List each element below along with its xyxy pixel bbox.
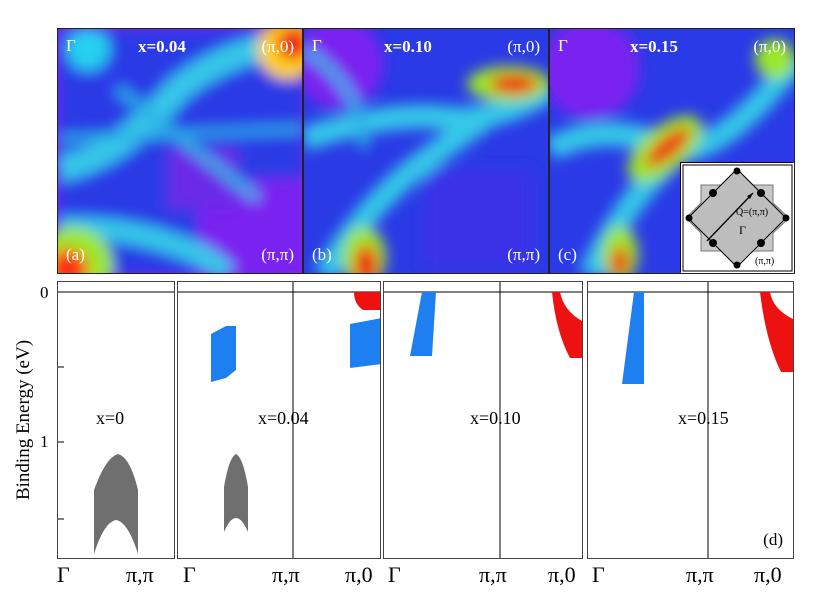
map-panel-b: Γ x=0.10 (π,0) (b) (π,π) [303, 28, 549, 274]
corner-pi0-label: (π,0) [753, 37, 786, 56]
blue-band-4 [622, 292, 644, 384]
band-plot-3 [384, 282, 582, 558]
red-band-2 [354, 292, 380, 310]
x-tick-pipi-4: π,π [686, 562, 714, 587]
band-plot-2 [178, 282, 380, 558]
map-panel-c: Γ x=0.15 (π,0) (c) Q=(π,π) Γ (π,π) [549, 28, 795, 274]
heatmap-b [304, 29, 548, 273]
band-plot-1 [58, 291, 174, 554]
corner-pipi-label: (π,π) [507, 245, 540, 264]
y-axis-label: Binding Energy (eV) [13, 339, 34, 501]
band-panel-1: x=0 [57, 281, 175, 559]
heatmap-a [58, 29, 302, 273]
panel-tag-d: (d) [763, 530, 783, 549]
x-tick-gamma-3: Γ [388, 562, 401, 587]
y-tick-0: 0 [40, 283, 49, 302]
x-tick-pipi-2: π,π [272, 562, 300, 587]
gray-band-1 [94, 454, 138, 554]
doping-label: x=0.10 [384, 37, 432, 56]
doping-label: x=0 [96, 408, 125, 428]
band-plot-4 [588, 282, 793, 558]
corner-pipi-label: (π,π) [261, 245, 294, 264]
doping-label: x=0.15 [678, 408, 729, 428]
x-tick-pi0-3: π,0 [548, 562, 576, 587]
gamma-label: Γ [312, 36, 322, 55]
brillouin-zone-diagram [681, 163, 794, 273]
red-band-3 [552, 292, 582, 358]
q-vector-label: Q=(π,π) [736, 207, 769, 218]
doping-label: x=0.15 [630, 37, 678, 56]
map-panel-a: Γ x=0.04 (π,0) (a) (π,π) [57, 28, 303, 274]
panel-tag: (a) [66, 245, 85, 264]
band-panel-3: x=0.10 [383, 281, 583, 559]
x-tick-pi0-2: π,0 [345, 562, 373, 587]
blue-band-2 [211, 326, 236, 382]
panel-tag: (c) [558, 245, 577, 264]
x-tick-pipi-1: π,π [126, 562, 154, 587]
corner-pi0-label: (π,0) [507, 37, 540, 56]
x-tick-gamma-1: Γ [57, 562, 70, 587]
doping-label: x=0.04 [258, 408, 309, 428]
brillouin-zone-inset: Q=(π,π) Γ (π,π) [680, 162, 794, 273]
gray-band-2 [224, 454, 248, 532]
heatmap-c [550, 29, 794, 273]
red-band-4 [760, 292, 793, 372]
blue-band-3 [410, 292, 436, 356]
panel-tag: (b) [312, 245, 332, 264]
x-tick-pipi-3: π,π [479, 562, 507, 587]
inset-corner-label: (π,π) [755, 256, 775, 267]
x-tick-gamma-2: Γ [183, 562, 196, 587]
gamma-label: Γ [66, 36, 76, 55]
doping-label: x=0.04 [138, 37, 186, 56]
corner-pi0-label: (π,0) [261, 37, 294, 56]
doping-label: x=0.10 [470, 408, 521, 428]
band-panel-2: x=0.04 [177, 281, 381, 559]
y-tick-1: 1 [40, 432, 49, 451]
x-tick-gamma-4: Γ [592, 562, 605, 587]
inset-gamma-label: Γ [739, 223, 746, 237]
blue-band-2b [350, 318, 380, 368]
gamma-label: Γ [558, 36, 568, 55]
band-panel-4: x=0.15 (d) [587, 281, 794, 559]
x-tick-pi0-4: π,0 [754, 562, 782, 587]
